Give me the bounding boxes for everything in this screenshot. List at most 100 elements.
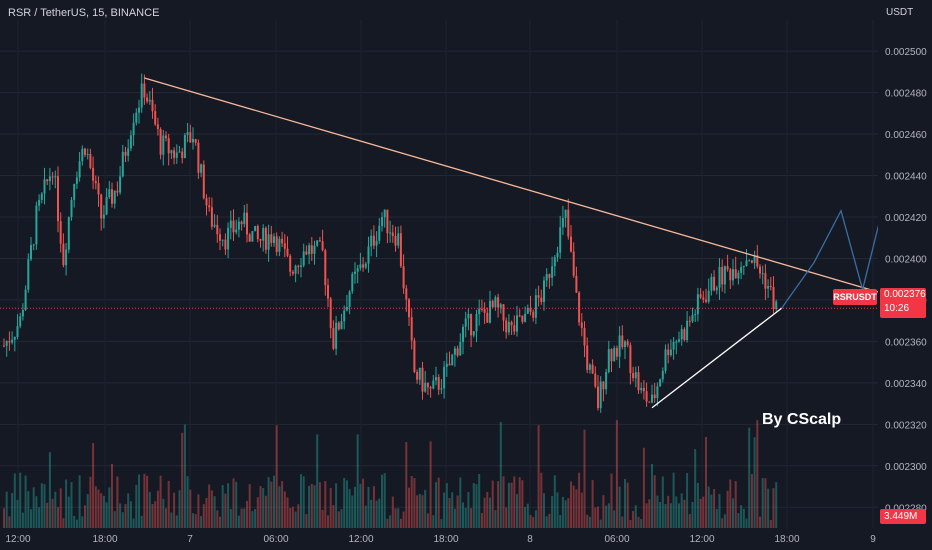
volume-bar xyxy=(529,514,532,528)
candle-body xyxy=(694,314,697,316)
candle-body xyxy=(254,225,257,232)
volume-bar xyxy=(35,496,38,528)
candle-body xyxy=(97,183,100,195)
volume-bar xyxy=(424,489,427,528)
candle-body xyxy=(297,265,300,267)
candle-body xyxy=(699,294,702,298)
candle-body xyxy=(151,99,154,112)
candle-body xyxy=(540,297,543,303)
projection-path xyxy=(781,158,896,309)
candle-body xyxy=(38,199,41,206)
candle-body xyxy=(578,292,581,323)
candle-body xyxy=(413,340,416,372)
candle-body xyxy=(486,312,489,323)
volume-bar xyxy=(543,493,545,528)
volume-bar xyxy=(208,484,211,528)
x-tick-label: 12:00 xyxy=(348,534,373,545)
volume-bar xyxy=(38,507,41,528)
candle-body xyxy=(116,190,119,193)
volume-bar xyxy=(575,489,578,528)
candle-body xyxy=(718,266,721,288)
volume-bar xyxy=(156,490,159,528)
candle-body xyxy=(13,337,16,340)
candle-body xyxy=(3,345,5,347)
volume-bar xyxy=(21,512,24,528)
candle-body xyxy=(726,266,729,270)
candle-body xyxy=(19,316,22,327)
volume-bar xyxy=(615,420,618,528)
volume-bar xyxy=(321,509,324,528)
volume-bar xyxy=(316,434,319,528)
candle-body xyxy=(426,382,429,388)
x-tick-label: 18:00 xyxy=(92,534,117,545)
candle-body xyxy=(683,329,686,340)
candle-body xyxy=(75,177,78,184)
volume-bar xyxy=(194,514,197,528)
candle-body xyxy=(202,164,205,199)
volume-bar xyxy=(618,486,621,528)
volume-bar xyxy=(745,518,748,528)
candle-body xyxy=(497,297,500,308)
candle-body xyxy=(502,304,505,321)
volume-bar xyxy=(313,485,316,528)
volume-bar xyxy=(545,516,548,528)
candle-body xyxy=(362,264,365,268)
volume-bar xyxy=(564,500,567,528)
volume-bar xyxy=(111,463,113,528)
volume-bar xyxy=(219,516,221,528)
volume-bar xyxy=(443,492,446,528)
candle-body xyxy=(575,275,578,293)
candle-body xyxy=(210,207,213,227)
candle-body xyxy=(707,290,710,302)
volume-bar xyxy=(364,505,367,528)
volume-bar xyxy=(27,491,30,528)
volume-bar xyxy=(513,476,516,528)
volume-bar xyxy=(718,493,721,528)
volume-bar xyxy=(370,499,373,528)
volume-bar xyxy=(86,494,89,528)
candle-body xyxy=(156,124,159,130)
candle-body xyxy=(70,199,73,218)
candle-body xyxy=(734,269,737,279)
volume-bar xyxy=(475,484,478,528)
volume-bar xyxy=(343,478,346,528)
candle-body xyxy=(729,269,732,281)
volume-bar xyxy=(572,485,575,528)
volume-bar xyxy=(605,505,608,528)
y-tick-label: 0.002480 xyxy=(885,89,927,100)
candle-body xyxy=(615,347,618,357)
volume-bar xyxy=(532,517,535,528)
volume-bar xyxy=(367,486,370,528)
candle-body xyxy=(669,349,672,356)
volume-bar xyxy=(73,515,76,528)
volume-bar xyxy=(13,473,16,528)
volume-bar xyxy=(310,483,313,528)
candle-body xyxy=(111,189,113,204)
volume-bar xyxy=(613,510,616,528)
candle-body xyxy=(505,320,508,333)
candle-body xyxy=(329,298,332,329)
x-tick-label: 9 xyxy=(870,534,876,545)
volume-bar xyxy=(165,508,167,528)
volume-bar xyxy=(181,432,184,528)
volume-bar xyxy=(340,509,343,528)
volume-bar xyxy=(648,499,651,528)
candle-body xyxy=(340,321,343,330)
candle-body xyxy=(316,240,319,246)
candle-body xyxy=(494,297,497,308)
volume-bar xyxy=(345,480,348,528)
volume-bar xyxy=(583,429,586,528)
candle-body xyxy=(761,273,764,275)
x-tick-label: 06:00 xyxy=(263,534,288,545)
candle-body xyxy=(43,179,46,194)
volume-bar xyxy=(240,508,243,528)
volume-bar xyxy=(726,490,729,528)
candle-body xyxy=(105,197,108,215)
x-tick-label: 18:00 xyxy=(774,534,799,545)
candle-body xyxy=(767,285,770,289)
volume-bar xyxy=(381,474,383,528)
candle-body xyxy=(591,364,594,374)
volume-bar xyxy=(526,503,529,528)
